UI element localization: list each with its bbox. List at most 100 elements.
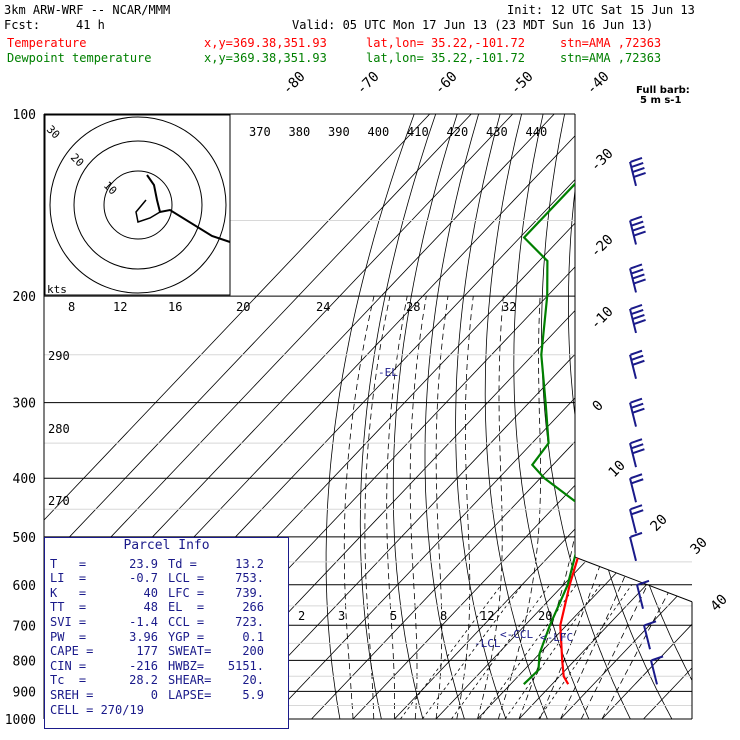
dewpoint-legend: Dewpoint temperature <box>7 51 152 65</box>
dry-adiabat <box>714 114 740 732</box>
wind-barb-staff <box>636 584 644 610</box>
mixing-ratio-label: 32 <box>502 300 516 314</box>
wind-barb-flag <box>631 220 644 227</box>
dewpoint-station: stn=AMA ,72363 <box>560 51 662 65</box>
isotherm-line <box>44 114 457 719</box>
pressure-tick-label: 500 <box>13 531 36 546</box>
parcel-value: 28.2 <box>129 673 158 688</box>
temp-axis-label: -20 <box>588 232 617 261</box>
isotherm-line <box>423 114 692 719</box>
moist-adiabat <box>518 296 587 719</box>
mixing-ratio-label: 8 <box>440 609 447 623</box>
parcel-value: 23.9 <box>129 556 158 571</box>
parcel-row: TT = 48 EL = 266 <box>45 600 288 615</box>
wind-barb-flag <box>632 407 645 414</box>
mixing-ratio-label: 2 <box>298 609 305 623</box>
isotherm-line <box>465 114 692 719</box>
wind-barb-flag <box>631 308 644 315</box>
barb-legend-value: 5 m s-1 <box>640 95 682 106</box>
wind-barb-flag <box>630 349 643 356</box>
theta-label: 400 <box>368 125 390 139</box>
wind-barb-staff <box>629 308 637 334</box>
temp-axis-label: 10 <box>606 458 629 481</box>
mixing-ratio-label: 8 <box>68 300 75 314</box>
isotherm-line <box>216 114 692 719</box>
wind-barb-flag <box>630 397 643 404</box>
parcel-value: 0.1 <box>242 629 264 644</box>
wind-barb-flag <box>631 161 644 168</box>
hodograph-ring <box>103 170 173 240</box>
dry-adiabat <box>325 114 415 719</box>
barb-legend-title: Full barb: <box>636 85 690 96</box>
wind-barb-flag <box>632 313 645 320</box>
parcel-value: 5.9 <box>242 687 264 702</box>
parcel-key: TT = <box>50 600 87 615</box>
parcel-key: T = <box>50 556 87 571</box>
temp-axis-label: -30 <box>588 146 617 175</box>
el-marker: -EL <box>378 366 398 379</box>
wind-barb-staff <box>629 508 637 534</box>
parcel-key: YGP = <box>168 629 205 644</box>
temp-axis-label: 0 <box>590 398 607 415</box>
pressure-tick-label: 700 <box>13 619 36 634</box>
wind-barb-staff <box>629 268 637 293</box>
hodograph-trace-inner <box>135 199 161 223</box>
wind-barb-flag <box>631 268 644 275</box>
dry-adiabat <box>594 114 692 719</box>
parcel-row: T = 23.9 Td = 13.2 <box>45 557 288 572</box>
wind-barb-flag <box>630 531 643 538</box>
parcel-cell: CELL = 270/19 <box>50 702 144 717</box>
dewpoint-profile <box>522 114 634 685</box>
pressure-tick-label: 1000 <box>5 713 36 728</box>
pressure-tick-label: 400 <box>13 472 36 487</box>
wind-barb-staff <box>629 442 637 468</box>
pressure-tick-label: 800 <box>13 654 36 669</box>
wind-barb-flag <box>630 303 643 310</box>
temp-axis-label: 20 <box>648 512 671 535</box>
parcel-key: LI = <box>50 571 87 586</box>
wind-barb-staff <box>629 161 637 187</box>
mixing-ratio-label: 12 <box>113 300 127 314</box>
pressure-tick-label: 900 <box>13 685 36 700</box>
temperature-latlon: lat,lon= 35.22,-101.72 <box>366 36 525 50</box>
isotherm-line <box>506 114 692 719</box>
wind-barb-flag <box>633 171 646 178</box>
temperature-xy: x,y=369.38,351.93 <box>204 36 327 50</box>
isotherm-line <box>44 114 498 719</box>
moist-adiabat <box>539 296 644 719</box>
parcel-value: -1.4 <box>129 614 158 629</box>
wind-barb-flag <box>630 215 643 222</box>
dewpoint-xy: x,y=369.38,351.93 <box>204 51 327 65</box>
parcel-row: LI = -0.7 LCL = 753. <box>45 571 288 586</box>
theta-side-label: 290 <box>48 349 70 363</box>
mixing-ratio-label: 24 <box>316 300 330 314</box>
isotherm-line <box>257 114 692 719</box>
wind-barb-flag <box>630 504 643 511</box>
wind-barb-flag <box>633 318 646 325</box>
hodograph-ring <box>73 140 203 270</box>
mixing-ratio-label: 3 <box>338 609 345 623</box>
isotherm-line <box>44 114 540 719</box>
theta-side-label: 270 <box>48 494 70 508</box>
parcel-info-title: Parcel Info <box>123 538 210 553</box>
parcel-key: Td = <box>168 556 197 571</box>
parcel-key: K = <box>50 585 87 600</box>
parcel-row: Tc = 28.2 SHEAR= 20. <box>45 673 288 688</box>
theta-side-label: 280 <box>48 422 70 436</box>
dry-adiabat <box>484 114 554 719</box>
moist-adiabat <box>497 296 541 719</box>
right-axis-slant <box>574 556 693 603</box>
ccl-marker: <-CCL <box>500 628 533 641</box>
wind-barb-flag <box>631 354 644 361</box>
parcel-value: 5151. <box>227 658 264 673</box>
parcel-value: 177 <box>136 644 158 659</box>
parcel-key: SVI = <box>50 614 87 629</box>
moist-adiabat <box>409 296 427 719</box>
mixing-ratio-label: 20 <box>236 300 250 314</box>
parcel-row: CIN = -216 HWBZ= 5151. <box>45 659 288 674</box>
mixing-ratio-label: 16 <box>168 300 182 314</box>
dry-adiabat <box>667 114 692 719</box>
hodograph-ring <box>49 116 227 294</box>
parcel-key: SWEAT= <box>168 644 212 659</box>
parcel-value: 20. <box>242 673 264 688</box>
